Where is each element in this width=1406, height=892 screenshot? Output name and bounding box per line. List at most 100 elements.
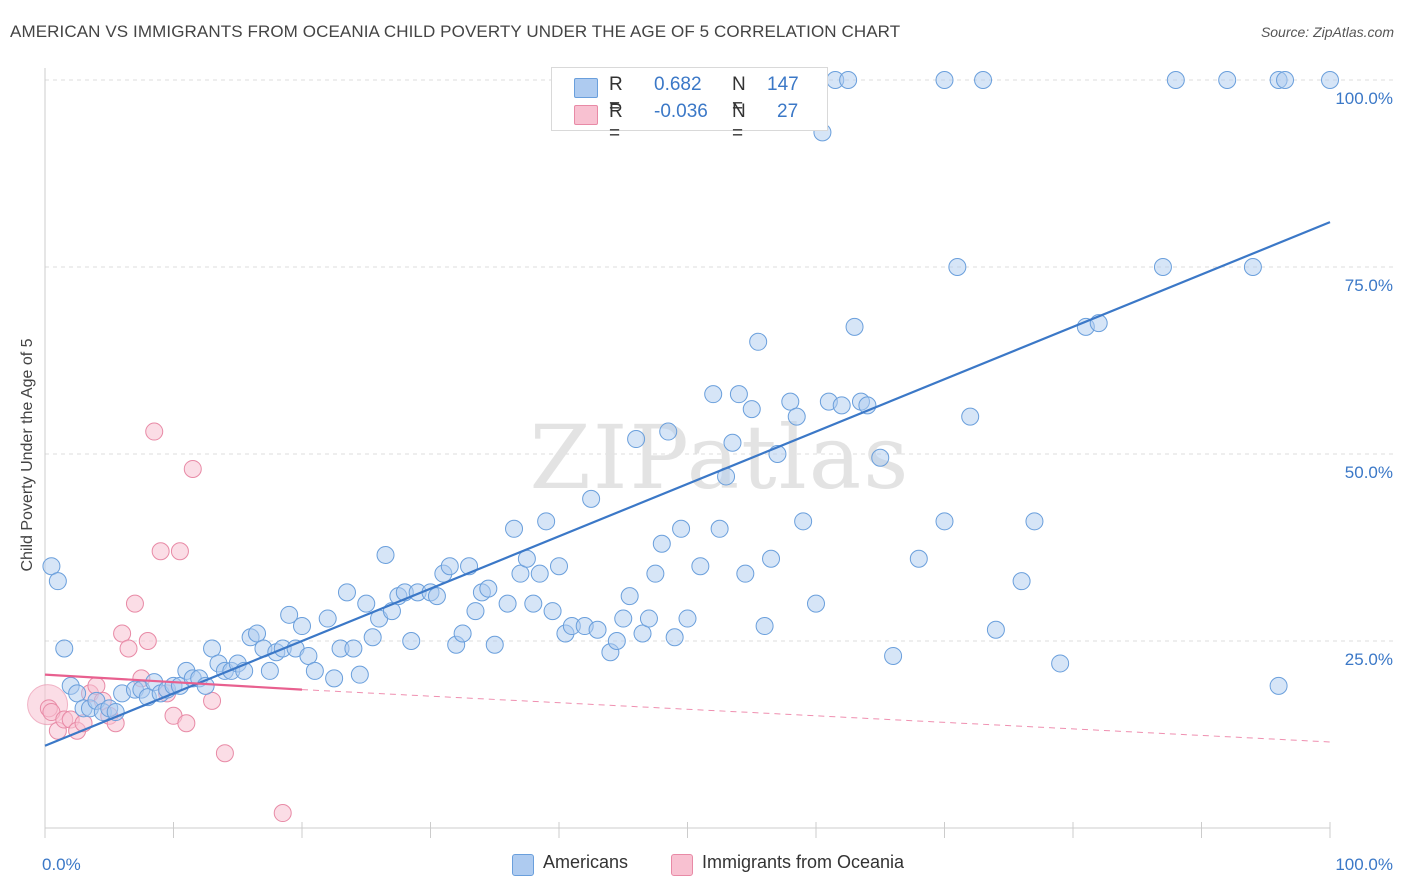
data-point-americans bbox=[787, 407, 806, 426]
data-point-oceania bbox=[119, 639, 138, 658]
x-tick-label: 100.0% bbox=[1335, 855, 1393, 874]
data-point-americans bbox=[511, 564, 530, 583]
data-point-americans bbox=[440, 557, 459, 576]
data-point-americans bbox=[1153, 258, 1172, 276]
legend-r-value: 0.682 bbox=[654, 74, 702, 95]
legend-swatch-oceania bbox=[574, 105, 598, 125]
data-point-oceania bbox=[151, 542, 170, 561]
legend-r-value: -0.036 bbox=[654, 101, 708, 122]
legend-label-americans: Americans bbox=[543, 852, 629, 872]
data-point-americans bbox=[543, 602, 562, 621]
y-tick-label: 25.0% bbox=[1345, 650, 1393, 669]
data-point-americans bbox=[337, 583, 356, 602]
data-point-americans bbox=[607, 632, 626, 650]
data-point-americans bbox=[357, 594, 376, 613]
data-point-americans bbox=[453, 624, 472, 643]
data-point-americans bbox=[691, 557, 710, 576]
data-point-americans bbox=[48, 572, 67, 591]
data-point-americans bbox=[1276, 71, 1295, 89]
legend-n-value: 147 bbox=[767, 74, 799, 95]
data-point-americans bbox=[203, 639, 222, 658]
data-point-americans bbox=[614, 609, 633, 628]
data-point-americans bbox=[537, 512, 556, 531]
data-point-americans bbox=[839, 71, 858, 89]
data-point-americans bbox=[948, 258, 967, 276]
data-point-americans bbox=[935, 512, 954, 531]
data-point-americans bbox=[505, 519, 524, 538]
data-point-americans bbox=[1025, 512, 1044, 531]
legend-swatch-americans bbox=[512, 854, 534, 876]
data-point-oceania bbox=[138, 632, 157, 650]
source-label: Source: ZipAtlas.com bbox=[1260, 24, 1394, 40]
data-point-americans bbox=[55, 639, 74, 658]
data-point-americans bbox=[498, 594, 517, 613]
data-point-americans bbox=[318, 609, 337, 628]
data-point-americans bbox=[909, 549, 928, 568]
data-point-oceania bbox=[215, 744, 234, 763]
data-point-americans bbox=[742, 400, 761, 419]
data-point-americans bbox=[376, 545, 395, 564]
x-tick-label: 0.0% bbox=[42, 855, 81, 874]
trendline-oceania-extension bbox=[301, 689, 1331, 743]
data-point-americans bbox=[639, 609, 658, 628]
data-point-americans bbox=[582, 489, 601, 508]
data-point-americans bbox=[260, 661, 279, 680]
data-point-americans bbox=[736, 564, 755, 583]
data-point-americans bbox=[248, 624, 267, 643]
data-point-americans bbox=[974, 71, 993, 89]
data-point-americans bbox=[652, 534, 671, 553]
data-point-oceania bbox=[125, 594, 144, 613]
data-point-americans bbox=[68, 684, 87, 703]
data-point-americans bbox=[665, 628, 684, 647]
data-point-americans bbox=[871, 448, 890, 467]
data-point-americans bbox=[646, 564, 665, 583]
data-point-americans bbox=[350, 665, 369, 684]
data-point-americans bbox=[884, 646, 903, 665]
stats-legend: R = 0.682 N = 147 R = -0.036 N = 27 bbox=[551, 67, 828, 144]
data-point-americans bbox=[704, 385, 723, 404]
data-point-americans bbox=[935, 71, 954, 89]
data-point-oceania bbox=[170, 542, 189, 561]
data-point-americans bbox=[402, 632, 421, 650]
data-point-americans bbox=[961, 407, 980, 426]
data-point-americans bbox=[293, 617, 311, 636]
data-point-oceania bbox=[113, 624, 132, 643]
data-point-americans bbox=[749, 332, 768, 351]
data-point-oceania bbox=[177, 714, 196, 733]
data-point-americans bbox=[794, 512, 813, 531]
data-point-americans bbox=[762, 549, 781, 568]
trendline-oceania bbox=[44, 673, 303, 691]
chart-title: AMERICAN VS IMMIGRANTS FROM OCEANIA CHIL… bbox=[10, 22, 901, 41]
y-tick-label: 50.0% bbox=[1345, 463, 1393, 482]
data-point-oceania bbox=[203, 691, 222, 710]
data-point-americans bbox=[466, 602, 485, 621]
data-point-americans bbox=[305, 661, 324, 680]
data-point-americans bbox=[832, 396, 851, 415]
data-point-americans bbox=[659, 422, 678, 441]
data-point-americans bbox=[427, 587, 446, 606]
data-point-americans bbox=[627, 430, 646, 449]
legend-label-oceania: Immigrants from Oceania bbox=[702, 852, 905, 872]
data-point-americans bbox=[363, 628, 382, 647]
legend-r-label: R = bbox=[609, 74, 623, 117]
data-point-americans bbox=[524, 594, 543, 613]
data-point-americans bbox=[672, 519, 691, 538]
data-point-americans bbox=[344, 639, 363, 658]
data-point-americans bbox=[1218, 71, 1237, 89]
data-point-americans bbox=[588, 620, 607, 639]
data-point-americans bbox=[1166, 71, 1185, 89]
data-point-americans bbox=[299, 646, 318, 665]
data-point-americans bbox=[620, 587, 639, 606]
trendline-americans bbox=[44, 221, 1331, 747]
data-point-americans bbox=[755, 617, 774, 636]
data-point-oceania bbox=[87, 676, 106, 695]
data-point-oceania bbox=[273, 804, 292, 823]
data-point-americans bbox=[550, 557, 568, 576]
data-point-americans bbox=[723, 433, 742, 452]
legend-swatch-americans bbox=[574, 78, 598, 98]
data-point-americans bbox=[1012, 572, 1031, 591]
data-point-americans bbox=[485, 635, 504, 654]
data-point-americans bbox=[678, 609, 697, 628]
y-tick-label: 75.0% bbox=[1345, 276, 1393, 295]
